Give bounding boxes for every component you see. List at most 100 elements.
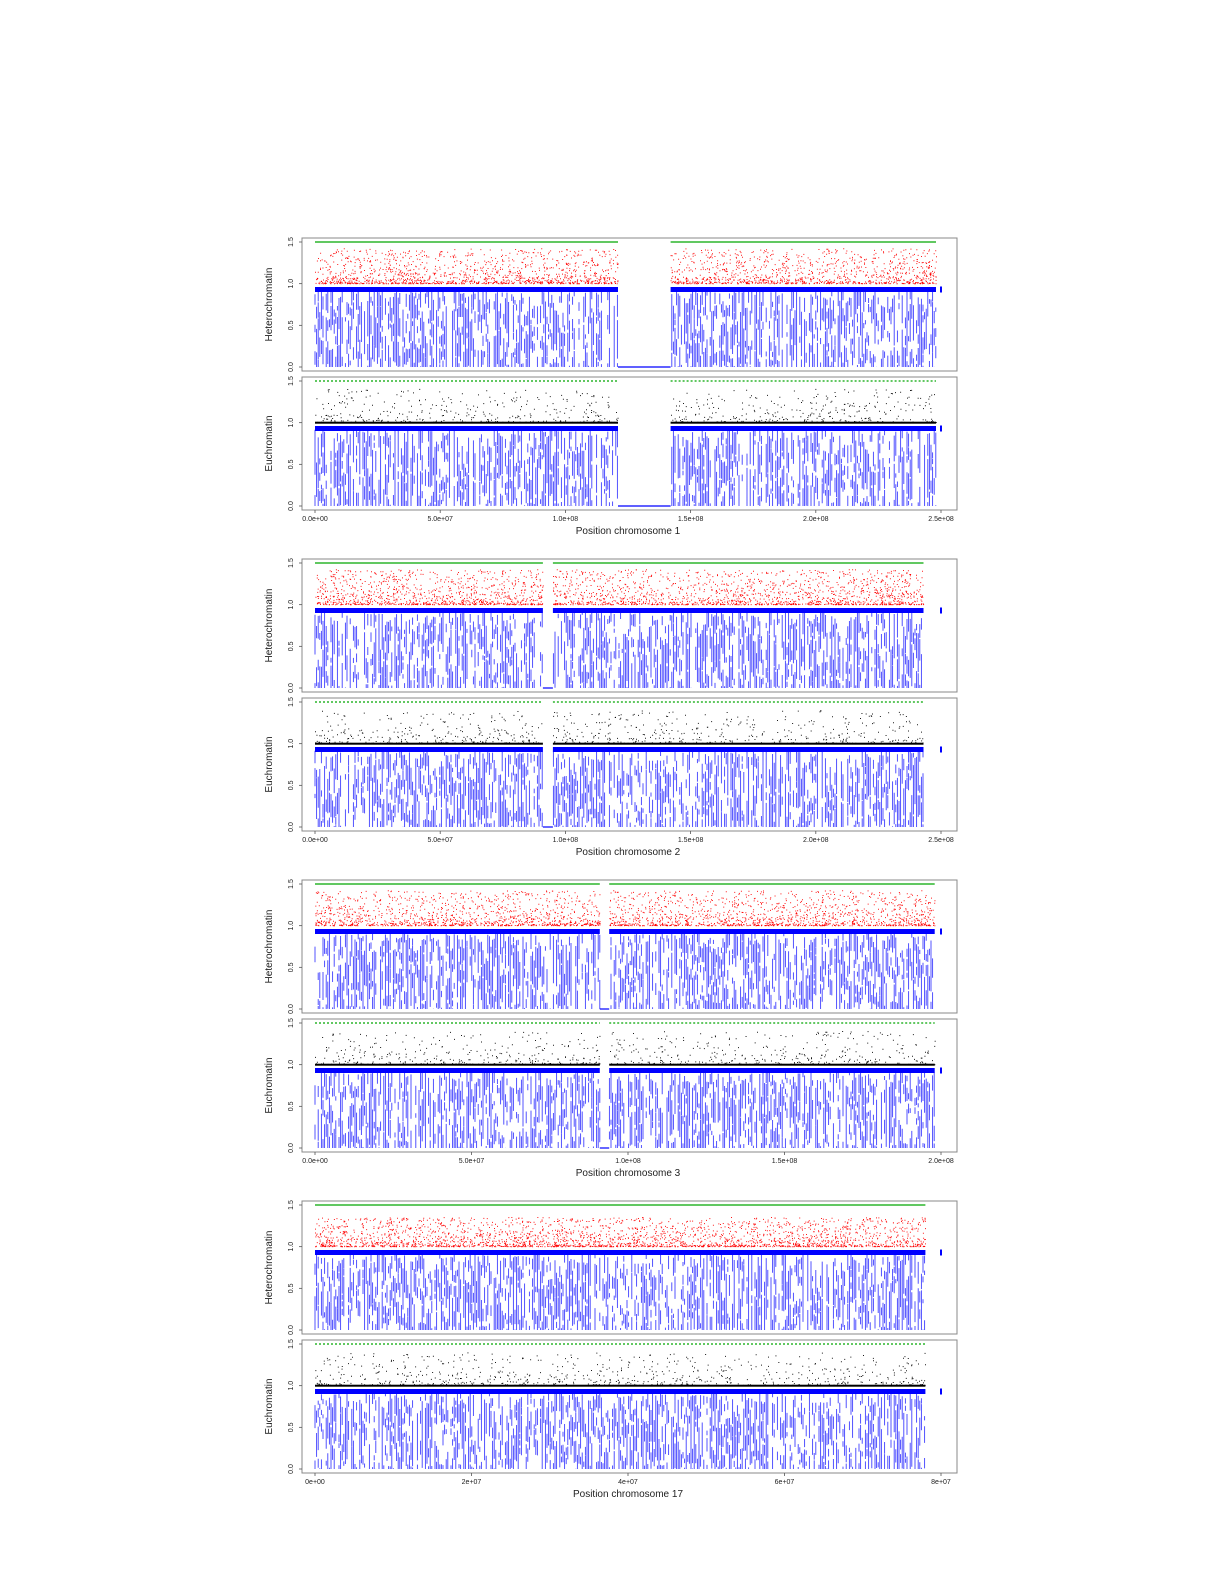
x-tick-label: 4e+07 bbox=[618, 1479, 638, 1486]
series-low-score bbox=[314, 749, 924, 828]
panel-euchromatin-chr2: 0.0 0.5 1.0 1.5 Euchromatin bbox=[264, 697, 958, 832]
y-axis: 0.0 0.5 1.0 1.5 Heterochromatin bbox=[264, 879, 302, 1014]
y-tick-label: 0.0 bbox=[288, 822, 295, 832]
y-tick-label: 0.0 bbox=[288, 1143, 295, 1153]
y-tick-label: 1.5 bbox=[288, 879, 295, 889]
high-score-points bbox=[315, 1217, 926, 1248]
baseline-band bbox=[552, 608, 924, 613]
series-baseline bbox=[315, 1388, 942, 1395]
y-tick-label: 1.5 bbox=[288, 558, 295, 568]
baseline-band bbox=[315, 287, 618, 292]
series-low-score bbox=[314, 428, 937, 507]
x-tick-label: 2.0e+08 bbox=[803, 837, 829, 844]
x-tick-label: 1.0e+08 bbox=[553, 837, 579, 844]
panel-euchromatin-chr1: 0.0 0.5 1.0 1.5 Euchromatin bbox=[264, 376, 958, 511]
baseline-band bbox=[609, 929, 935, 934]
plot-frame bbox=[301, 237, 958, 372]
baseline-band bbox=[315, 426, 618, 431]
baseline-end-mark bbox=[940, 286, 942, 293]
y-tick-label: 0.0 bbox=[288, 683, 295, 693]
x-axis-label: Position chromosome 3 bbox=[576, 1168, 681, 1179]
low-score-streaks bbox=[314, 1070, 935, 1148]
plot-frame bbox=[301, 1200, 958, 1335]
baseline-band bbox=[315, 1250, 926, 1255]
y-tick-label: 0.0 bbox=[288, 1464, 295, 1474]
y-tick-label: 0.5 bbox=[288, 641, 295, 651]
series-high-score bbox=[315, 248, 937, 285]
baseline-band bbox=[670, 287, 936, 292]
y-tick-label: 0.0 bbox=[288, 1004, 295, 1014]
x-tick-label: 1.5e+08 bbox=[678, 837, 704, 844]
baseline-end-mark bbox=[940, 607, 942, 614]
y-tick-label: 1.5 bbox=[288, 237, 295, 247]
low-score-streaks bbox=[314, 289, 937, 367]
y-axis-label: Heterochromatin bbox=[264, 910, 275, 984]
euchromatin-line bbox=[315, 421, 618, 424]
x-tick-label: 0.0e+00 bbox=[302, 1158, 328, 1165]
y-tick-label: 1.0 bbox=[288, 1060, 295, 1070]
y-axis-label: Euchromatin bbox=[264, 736, 275, 792]
series-baseline bbox=[315, 425, 942, 432]
y-axis-label: Heterochromatin bbox=[264, 589, 275, 663]
baseline-band bbox=[315, 929, 600, 934]
y-tick-label: 0.5 bbox=[288, 1283, 295, 1293]
x-axis-chr17: 0e+00 2e+07 4e+07 6e+07 8e+07 Position chromo… bbox=[305, 1473, 951, 1500]
y-tick-label: 1.0 bbox=[288, 739, 295, 749]
chart-chromosome-3: 0.0 0.5 1.0 1.5 Heterochromatin 0.0 0.5 1.0 1.5 E… bbox=[264, 879, 958, 1179]
y-tick-label: 1.0 bbox=[288, 279, 295, 289]
y-tick-label: 1.5 bbox=[288, 376, 295, 386]
euchromatin-line bbox=[552, 742, 924, 745]
x-tick-label: 1.0e+08 bbox=[553, 516, 579, 523]
series-high-score bbox=[315, 1352, 926, 1387]
y-axis: 0.0 0.5 1.0 1.5 Euchromatin bbox=[264, 697, 302, 832]
chart-chromosome-17: 0.0 0.5 1.0 1.5 Heterochromatin 0.0 0.5 1.0 1.5 E… bbox=[264, 1200, 958, 1500]
series-baseline bbox=[315, 1249, 942, 1256]
y-axis-label: Heterochromatin bbox=[264, 268, 275, 342]
panel-heterochromatin-chr1: 0.0 0.5 1.0 1.5 Heterochromatin bbox=[264, 237, 958, 372]
series-baseline bbox=[315, 286, 942, 293]
y-axis-label: Euchromatin bbox=[264, 1057, 275, 1113]
baseline-band bbox=[315, 1068, 600, 1073]
series-low-score bbox=[314, 931, 934, 1010]
euchromatin-line bbox=[315, 742, 543, 745]
low-score-streaks bbox=[314, 428, 937, 506]
low-score-streaks bbox=[314, 610, 922, 688]
y-tick-label: 1.0 bbox=[288, 600, 295, 610]
y-axis: 0.0 0.5 1.0 1.5 Euchromatin bbox=[264, 1339, 302, 1474]
baseline-band bbox=[315, 608, 543, 613]
low-score-streaks bbox=[314, 1252, 926, 1330]
plot-frame bbox=[301, 879, 958, 1014]
chart-chromosome-2: 0.0 0.5 1.0 1.5 Heterochromatin 0.0 0.5 1.0 1.5 E… bbox=[264, 558, 958, 858]
baseline-band bbox=[315, 747, 543, 752]
panel-euchromatin-chr17: 0.0 0.5 1.0 1.5 Euchromatin bbox=[264, 1339, 958, 1474]
series-baseline bbox=[315, 607, 942, 614]
x-tick-label: 8e+07 bbox=[931, 1479, 951, 1486]
series-low-score bbox=[314, 1391, 926, 1469]
series-low-score bbox=[314, 1252, 926, 1330]
y-tick-label: 0.0 bbox=[288, 1325, 295, 1335]
y-axis: 0.0 0.5 1.0 1.5 Euchromatin bbox=[264, 1018, 302, 1153]
euchromatin-line bbox=[315, 1384, 926, 1387]
low-score-streaks bbox=[314, 1391, 926, 1469]
plot-frame bbox=[301, 376, 958, 511]
euchromatin-line bbox=[670, 421, 936, 424]
baseline-band bbox=[552, 747, 924, 752]
euchromatin-line bbox=[315, 1063, 600, 1066]
baseline-band bbox=[609, 1068, 935, 1073]
y-axis-label: Euchromatin bbox=[264, 1378, 275, 1434]
panel-heterochromatin-chr3: 0.0 0.5 1.0 1.5 Heterochromatin bbox=[264, 879, 958, 1014]
y-tick-label: 1.0 bbox=[288, 921, 295, 931]
y-tick-label: 1.0 bbox=[288, 1381, 295, 1391]
low-score-streaks bbox=[314, 931, 934, 1009]
x-axis-chr2: 0.0e+00 5.0e+07 1.0e+08 1.5e+08 2.0e+08 2.5e+… bbox=[302, 831, 954, 858]
series-high-score bbox=[315, 710, 924, 745]
baseline-end-mark bbox=[940, 1067, 942, 1074]
x-tick-label: 2e+07 bbox=[462, 1479, 482, 1486]
high-score-points bbox=[315, 890, 936, 927]
series-baseline bbox=[315, 928, 942, 935]
y-axis-label: Euchromatin bbox=[264, 415, 275, 471]
baseline-band bbox=[670, 426, 936, 431]
y-tick-label: 1.5 bbox=[288, 1339, 295, 1349]
plot-frame bbox=[301, 558, 958, 693]
